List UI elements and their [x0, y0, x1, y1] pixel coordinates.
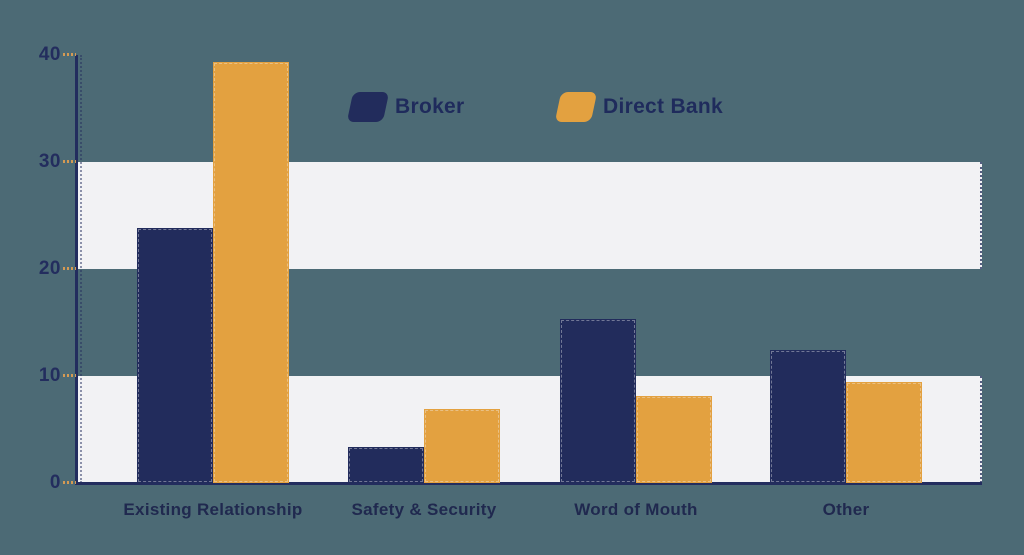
y-tick-label-30: 30 — [38, 151, 61, 172]
y-tick-label-0: 0 — [49, 472, 61, 493]
bar-direct-bank-1 — [424, 409, 500, 483]
direct-bank-swatch-icon — [554, 92, 598, 122]
legend-label-direct-bank: Direct Bank — [603, 95, 724, 118]
y-tick-40 — [63, 53, 76, 56]
bar-direct-bank-2 — [636, 396, 712, 483]
y-tick-10 — [63, 374, 76, 377]
bar-broker-3 — [770, 350, 846, 483]
y-axis-dotted-line — [80, 55, 82, 483]
legend-label-broker: Broker — [395, 95, 465, 118]
bar-broker-1 — [348, 446, 424, 483]
x-axis-line — [75, 482, 982, 485]
y-tick-label-20: 20 — [38, 258, 61, 279]
legend-item-direct-bank: Direct Bank — [554, 92, 724, 122]
category-label-2: Word of Mouth — [574, 500, 698, 519]
category-label-0: Existing Relationship — [123, 500, 303, 519]
broker-swatch-icon — [346, 92, 390, 122]
y-tick-30 — [63, 160, 76, 163]
y-axis-line — [75, 55, 78, 483]
bar-broker-2 — [560, 319, 636, 483]
y-tick-label-10: 10 — [38, 365, 61, 386]
bar-direct-bank-0 — [213, 62, 289, 483]
category-label-1: Safety & Security — [351, 500, 497, 519]
y-tick-0 — [63, 481, 76, 484]
category-label-3: Other — [822, 500, 870, 519]
y-tick-label-40: 40 — [38, 44, 61, 65]
legend-item-broker: Broker — [346, 92, 465, 122]
bar-direct-bank-3 — [846, 382, 922, 483]
y-tick-20 — [63, 267, 76, 270]
bar-broker-0 — [137, 228, 213, 483]
